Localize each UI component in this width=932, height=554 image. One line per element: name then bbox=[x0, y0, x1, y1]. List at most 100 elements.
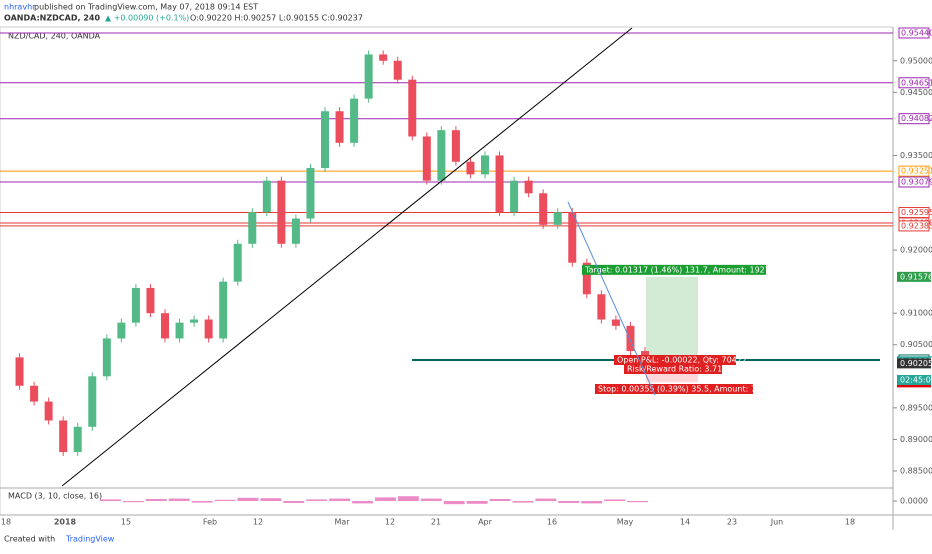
macd-bar bbox=[306, 499, 328, 501]
macd-label: MACD (3, 10, close, 16) bbox=[8, 492, 102, 501]
level-label: 0.95440 bbox=[901, 28, 932, 37]
candle bbox=[481, 155, 489, 175]
y-tick-label: 0.94500 bbox=[900, 88, 932, 97]
macd-bar bbox=[352, 501, 373, 504]
macd-bar bbox=[283, 501, 305, 503]
macd-bar bbox=[397, 496, 419, 501]
candle bbox=[30, 385, 39, 402]
trendline-blue bbox=[567, 201, 656, 396]
candle bbox=[510, 180, 519, 213]
macd-bar bbox=[100, 499, 121, 501]
candle bbox=[102, 338, 111, 377]
risk-reward-label: Risk/Reward Ratio: 3.71 bbox=[627, 365, 722, 374]
candle bbox=[626, 325, 635, 352]
candle bbox=[364, 54, 373, 99]
candle bbox=[306, 168, 315, 219]
x-tick-label: 23 bbox=[727, 518, 737, 527]
target-label-box bbox=[582, 264, 766, 275]
candle bbox=[233, 243, 242, 282]
macd-bar bbox=[375, 497, 396, 501]
y-tick-label: 0.88500 bbox=[900, 466, 932, 475]
macd-tick-label: 0.0000 bbox=[900, 497, 928, 506]
candle bbox=[88, 376, 97, 427]
level-label: 0.94082 bbox=[901, 114, 932, 123]
candle bbox=[321, 111, 329, 169]
x-tick-label: Apr bbox=[478, 518, 493, 527]
candle bbox=[379, 54, 388, 61]
chart-layer: 0.95000 0.94500 0.93500 0.92000 0.91000 0.905… bbox=[0, 27, 932, 527]
change: ▲ +0.00090 (+0.1%) bbox=[105, 14, 189, 23]
y-tick-label: 0.89000 bbox=[900, 435, 932, 444]
y-tick-label: 0.90500 bbox=[900, 340, 932, 349]
candle bbox=[219, 281, 228, 339]
price-label-box bbox=[897, 358, 931, 369]
candle bbox=[277, 180, 286, 244]
level-label: 0.92383 bbox=[901, 221, 932, 230]
x-tick-label: 12 bbox=[253, 518, 263, 527]
macd-bar bbox=[443, 501, 465, 505]
price-label: 0.90205 bbox=[900, 359, 932, 368]
candle bbox=[437, 130, 446, 181]
candle bbox=[568, 212, 577, 263]
candle bbox=[335, 111, 344, 143]
x-tick-label: Feb bbox=[203, 518, 217, 527]
candle bbox=[161, 313, 169, 339]
y-tick-label: 0.95000 bbox=[900, 56, 932, 65]
x-tick-label: 14 bbox=[680, 518, 690, 527]
candle bbox=[553, 212, 562, 225]
level-label-box bbox=[898, 77, 930, 89]
macd-bar bbox=[604, 499, 626, 501]
stop-label: Stop: 0.00355 (0.39%) 35.5, Amount: 750 bbox=[598, 385, 766, 394]
macd-bar bbox=[237, 497, 259, 501]
level-label-box bbox=[898, 165, 930, 177]
published: published on TradingView.com, May 07, 20… bbox=[34, 3, 258, 12]
level-label: 0.93251 bbox=[901, 167, 932, 176]
y-tick-label: 0.92000 bbox=[900, 246, 932, 255]
candle bbox=[451, 130, 460, 162]
candle bbox=[582, 262, 591, 295]
macd-bar bbox=[145, 499, 167, 501]
candle bbox=[73, 426, 82, 453]
candle bbox=[466, 161, 475, 175]
risk-reward-label-box bbox=[624, 364, 722, 374]
candle bbox=[291, 218, 300, 244]
macd-bar bbox=[627, 501, 648, 503]
x-tick-label: 21 bbox=[431, 518, 441, 527]
candle bbox=[422, 136, 431, 181]
macd-bar bbox=[535, 498, 557, 501]
trendline bbox=[61, 27, 633, 487]
x-tick-label: 2018 bbox=[54, 518, 77, 527]
macd-bar bbox=[558, 501, 580, 503]
x-tick-label: Jun bbox=[770, 518, 784, 527]
target-zone bbox=[646, 276, 698, 360]
candle bbox=[597, 294, 606, 320]
price-label: 0.91576 bbox=[900, 272, 932, 281]
symbol: OANDA:NZDCAD, 240 bbox=[4, 14, 100, 23]
candle bbox=[611, 319, 620, 326]
stop-label-box bbox=[595, 384, 753, 394]
macd-bar bbox=[191, 501, 213, 503]
countdown: 02:45:05 bbox=[900, 376, 932, 385]
candle bbox=[539, 193, 548, 225]
level-label-box bbox=[898, 176, 930, 188]
x-tick-label: 12 bbox=[385, 518, 395, 527]
candle bbox=[350, 98, 359, 143]
footer-brand: TradingView bbox=[65, 535, 115, 544]
candle bbox=[204, 319, 213, 339]
macd-bar bbox=[122, 501, 144, 503]
macd-bar bbox=[168, 498, 190, 501]
candle bbox=[117, 322, 126, 339]
x-tick-label: Mar bbox=[334, 518, 350, 527]
level-label-box bbox=[898, 220, 930, 232]
candle bbox=[495, 155, 504, 213]
macd-bar bbox=[512, 501, 534, 503]
level-label-box bbox=[898, 113, 930, 125]
level-label-box bbox=[898, 27, 930, 39]
publisher: nhravhr bbox=[4, 3, 36, 12]
target-label: Target: 0.01317 (1.46%) 131.7, Amount: 1… bbox=[584, 265, 783, 274]
open-pnl-label: Open P&L: -0.00022, Qty: 70422 bbox=[617, 356, 747, 365]
level-label: 0.94651 bbox=[901, 78, 932, 87]
footer-created: Created with bbox=[4, 535, 55, 544]
candle bbox=[190, 319, 199, 323]
